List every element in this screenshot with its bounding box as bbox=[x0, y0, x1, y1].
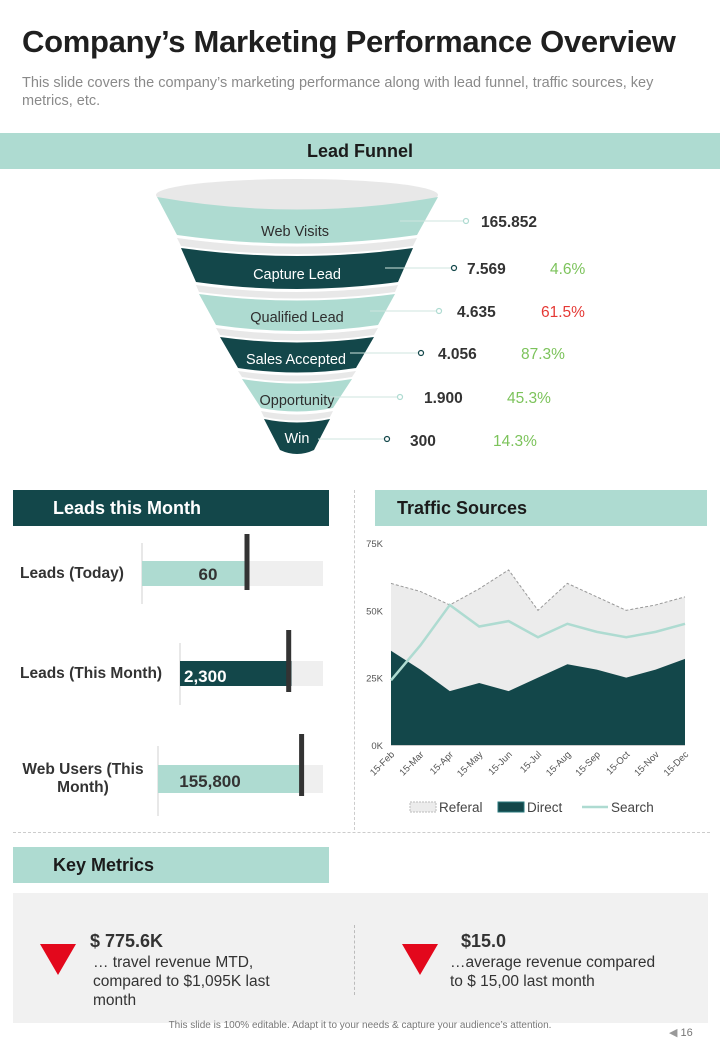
funnel-value-opportunity: 1.900 bbox=[424, 390, 463, 407]
metric-value-travel-revenue: $ 775.6K bbox=[90, 931, 164, 951]
x-tick-label: 15-May bbox=[455, 749, 485, 779]
legend-swatch-referal bbox=[409, 801, 437, 813]
funnel-label-qualified-lead: Qualified Lead bbox=[250, 310, 344, 326]
bullet-value-month: 2,300 bbox=[184, 667, 227, 686]
bullet-track bbox=[142, 561, 323, 586]
x-tick-label: 15-Sep bbox=[573, 749, 602, 778]
funnel-label-sales-accepted: Sales Accepted bbox=[246, 352, 346, 368]
funnel-dot bbox=[396, 393, 404, 401]
lead-label-month: Leads (This Month) bbox=[20, 665, 163, 682]
y-tick-label: 25K bbox=[366, 674, 384, 685]
bullet-target-today bbox=[244, 534, 250, 590]
funnel-rate-capture-lead: 4.6% bbox=[550, 261, 586, 278]
series-outline-referal bbox=[390, 569, 686, 612]
page-number-value: 16 bbox=[680, 1027, 693, 1039]
x-tick-label: 15-Jun bbox=[486, 749, 514, 777]
funnel-rate-qualified-lead: 61.5% bbox=[541, 304, 585, 321]
legend-swatch-direct bbox=[497, 801, 525, 813]
bullet-fill-today bbox=[142, 561, 247, 586]
legend-label-referal: Referal bbox=[439, 800, 483, 815]
lead-funnel-graphic: Web Visits Capture Lead Qualified Lead S… bbox=[156, 179, 586, 454]
legend-label-direct: Direct bbox=[527, 800, 563, 815]
funnel-dot bbox=[462, 217, 470, 225]
lead-label-web-users: Web Users (This Month) bbox=[22, 761, 144, 796]
section-divider-vertical bbox=[354, 490, 355, 830]
x-tick-label: 15-Mar bbox=[397, 749, 426, 778]
funnel-stage-capture-lead bbox=[181, 248, 413, 289]
x-tick-label: 15-Apr bbox=[428, 749, 456, 777]
funnel-value-capture-lead: 7.569 bbox=[467, 261, 506, 278]
metric-desc-line: compared to $1,095K last bbox=[93, 973, 270, 990]
funnel-stage-opportunity bbox=[242, 379, 352, 412]
bullet-track bbox=[180, 661, 323, 686]
metric-desc-line: … travel revenue MTD, bbox=[93, 954, 254, 971]
funnel-dot bbox=[435, 307, 443, 315]
funnel-label-capture-lead: Capture Lead bbox=[253, 267, 341, 283]
bullet-fill-month bbox=[180, 661, 292, 686]
funnel-label-web-visits: Web Visits bbox=[261, 224, 329, 240]
funnel-stage-qualified-lead bbox=[199, 294, 395, 331]
metric-value-average-revenue: $15.0 bbox=[461, 931, 507, 951]
funnel-value-win: 300 bbox=[410, 433, 436, 450]
funnel-label-opportunity: Opportunity bbox=[260, 393, 336, 409]
funnel-label-win: Win bbox=[285, 431, 310, 447]
x-tick-label: 15-Oct bbox=[604, 749, 632, 777]
metric-desc-line: to $ 15,00 last month bbox=[450, 973, 595, 990]
bullet-value-web-users: 155,800 bbox=[179, 772, 240, 791]
page-number: ◀ 16 bbox=[669, 1026, 693, 1039]
metric-desc-line: month bbox=[93, 992, 137, 1009]
y-tick-label: 50K bbox=[366, 606, 384, 617]
x-tick-label: 15-Jul bbox=[518, 749, 544, 775]
bullet-fill-web-users bbox=[158, 765, 302, 793]
y-tick-label: 75K bbox=[366, 539, 384, 550]
legend-label-search: Search bbox=[611, 800, 654, 815]
series-line-search bbox=[390, 603, 686, 682]
bullet-target-month bbox=[286, 630, 292, 692]
series-area-referal bbox=[391, 569, 685, 745]
funnel-stage-win bbox=[264, 419, 330, 454]
metric-desc-line: …average revenue compared bbox=[450, 954, 656, 971]
funnel-value-web-visits: 165.852 bbox=[481, 214, 537, 231]
page-subtitle: This slide covers the company’s marketin… bbox=[22, 75, 654, 109]
metric-desc-travel-revenue: … travel revenue MTD, compared to $1,095… bbox=[93, 953, 333, 1010]
lead-funnel-band bbox=[0, 133, 720, 169]
footer-note: This slide is 100% editable. Adapt it to… bbox=[168, 1020, 552, 1031]
funnel-stage-sales-accepted bbox=[220, 337, 374, 373]
metrics-divider bbox=[354, 925, 355, 995]
funnel-gap bbox=[238, 371, 356, 382]
funnel-rate-sales-accepted: 87.3% bbox=[521, 346, 565, 363]
x-tick-label: 15-Aug bbox=[544, 749, 573, 778]
lead-label-today: Leads (Today) bbox=[20, 565, 124, 582]
funnel-stage-web-visits bbox=[157, 197, 438, 244]
funnel-dot bbox=[417, 349, 425, 357]
funnel-gap bbox=[216, 328, 378, 341]
x-tick-label: 15-Dec bbox=[662, 749, 692, 779]
page-title: Company’s Marketing Performance Overview bbox=[22, 24, 676, 59]
leads-this-month-header: Leads this Month bbox=[13, 490, 329, 526]
funnel-value-sales-accepted: 4.056 bbox=[438, 346, 477, 363]
funnel-gap bbox=[177, 238, 417, 254]
series-area-direct bbox=[391, 650, 685, 745]
bullet-target-web-users bbox=[299, 734, 305, 796]
metric-desc-average-revenue: …average revenue compared to $ 15,00 las… bbox=[450, 953, 700, 991]
prev-page-icon[interactable]: ◀ bbox=[669, 1027, 678, 1039]
y-tick-label: 0K bbox=[371, 741, 383, 752]
x-tick-label: 15-Feb bbox=[368, 749, 397, 778]
funnel-gap bbox=[261, 411, 333, 421]
funnel-value-qualified-lead: 4.635 bbox=[457, 304, 496, 321]
bullet-value-today: 60 bbox=[199, 565, 218, 584]
traffic-sources-header: Traffic Sources bbox=[375, 490, 707, 526]
funnel-dot bbox=[450, 264, 458, 272]
x-tick-label: 15-Nov bbox=[632, 749, 662, 779]
key-metrics-header: Key Metrics bbox=[13, 847, 329, 883]
section-divider-horizontal bbox=[13, 832, 710, 833]
funnel-rate-opportunity: 45.3% bbox=[507, 390, 551, 407]
lead-funnel-title: Lead Funnel bbox=[306, 141, 413, 161]
bullet-track bbox=[158, 765, 323, 793]
funnel-rate-win: 14.3% bbox=[493, 433, 537, 450]
key-metrics-box bbox=[13, 893, 708, 1023]
funnel-dot bbox=[383, 435, 391, 443]
funnel-rim bbox=[156, 179, 438, 211]
funnel-gap bbox=[196, 285, 398, 299]
